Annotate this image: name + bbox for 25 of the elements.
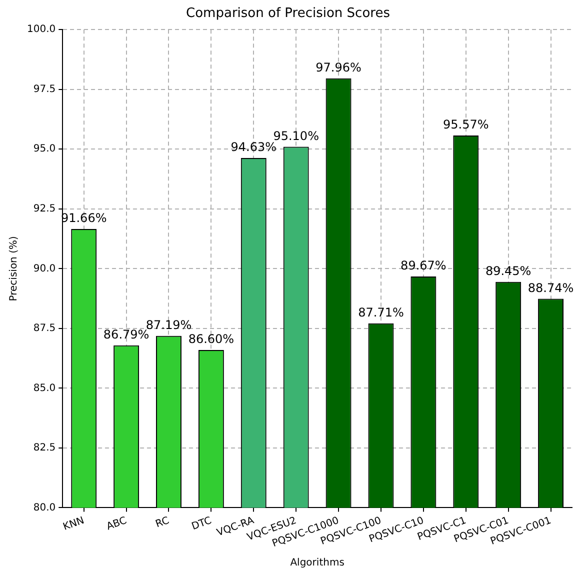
data-label: 97.96%	[316, 60, 362, 74]
data-label: 94.63%	[230, 140, 277, 154]
data-label: 95.10%	[273, 128, 319, 143]
y-tick-label: 90.0	[33, 263, 56, 274]
y-tick-label: 82.5	[33, 442, 56, 454]
y-axis-title: Precision (%)	[8, 236, 20, 302]
x-tick-label: KNN	[62, 515, 86, 533]
y-tick-label: 85.0	[33, 382, 56, 394]
data-label: 87.71%	[358, 306, 404, 320]
y-tick-label: 95.0	[33, 144, 56, 155]
x-tick-label: RC	[154, 515, 171, 530]
y-tick-label: 87.5	[33, 323, 56, 334]
data-label: 86.60%	[188, 332, 234, 346]
data-label: 89.67%	[400, 258, 446, 273]
x-tick-label: DTC	[190, 515, 214, 533]
y-tick-label: 97.5	[33, 84, 56, 95]
chart-title: Comparison of Precision Scores	[186, 6, 390, 22]
data-label: 89.45%	[485, 264, 532, 278]
data-label: 95.57%	[443, 118, 489, 132]
y-tick-label: 92.5	[33, 204, 56, 214]
x-tick-label: ABC	[105, 515, 128, 533]
y-tick-label: 100.0	[26, 24, 56, 36]
x-axis-title: Algorithms	[290, 558, 344, 569]
data-label: 88.74%	[528, 280, 574, 295]
y-tick-label: 80.0	[33, 502, 56, 514]
